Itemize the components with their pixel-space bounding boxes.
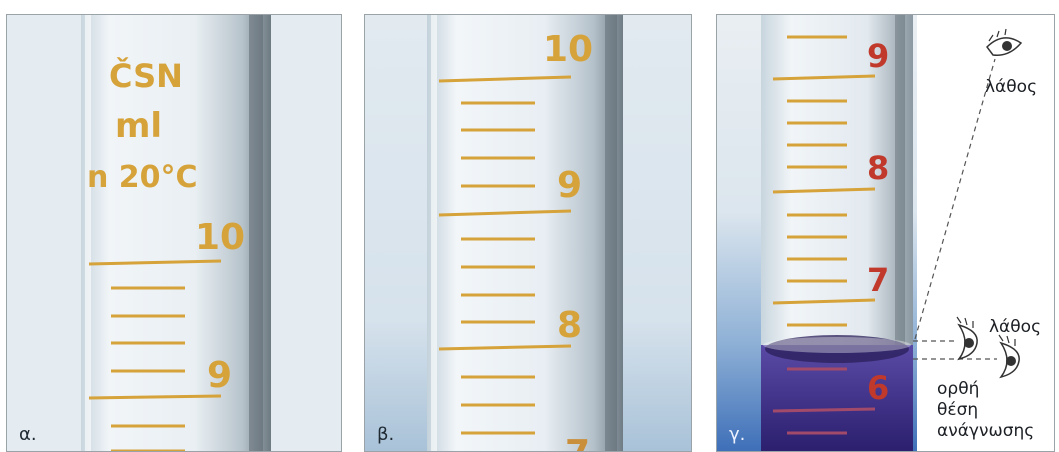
scale-number-10: 10 [195,217,245,258]
marking-csn: ČSN [109,56,183,95]
panel-label-c: γ. [729,424,746,445]
scale-number-7: 7 [867,261,889,299]
major-graduation [88,259,222,266]
label-correct-line1: ορθή [937,379,980,399]
panel-label-b: β. [377,424,395,445]
panel-b: 10 9 8 7 β. [364,14,692,452]
panel-a: ČSN ml n 20°C 10 9 α. [6,14,342,452]
label-correct-line2: θέση [937,400,979,420]
panel-label-a: α. [19,424,37,445]
cylinder-c-drawing: 9 8 7 6 [717,15,1023,451]
eye-icon [998,334,1020,379]
panel-c: 9 8 7 6 λάθος λάθος ορθή θέση ανάγνωσης [716,14,1055,452]
scale-number-8: 8 [557,305,582,346]
scale-number-9: 9 [557,165,582,206]
scale-number-9: 9 [867,37,889,75]
scale-number-8: 8 [867,149,889,187]
label-wrong-high: λάθος [985,77,1038,97]
scale-number-10: 10 [543,29,593,70]
meniscus [765,335,909,363]
scale-number-9: 9 [207,355,232,396]
sight-line-high [914,58,996,340]
eye-icon [956,316,978,361]
glass-tube [81,15,271,451]
label-correct-reading: ορθή θέση ανάγνωσης [937,379,1034,442]
cylinder-b-drawing: 10 9 8 7 [365,15,691,451]
glass-tube [761,15,913,345]
marking-temperature: n 20°C [87,160,198,195]
scale-number-6: 6 [867,369,889,407]
cylinder-a-drawing: ČSN ml n 20°C 10 9 [81,15,271,451]
marking-ml: ml [115,106,162,146]
label-correct-line3: ανάγνωσης [937,421,1035,441]
scale-number-7: 7 [565,433,590,451]
eye-icon [986,28,1023,56]
label-wrong-mid: λάθος [989,317,1042,337]
